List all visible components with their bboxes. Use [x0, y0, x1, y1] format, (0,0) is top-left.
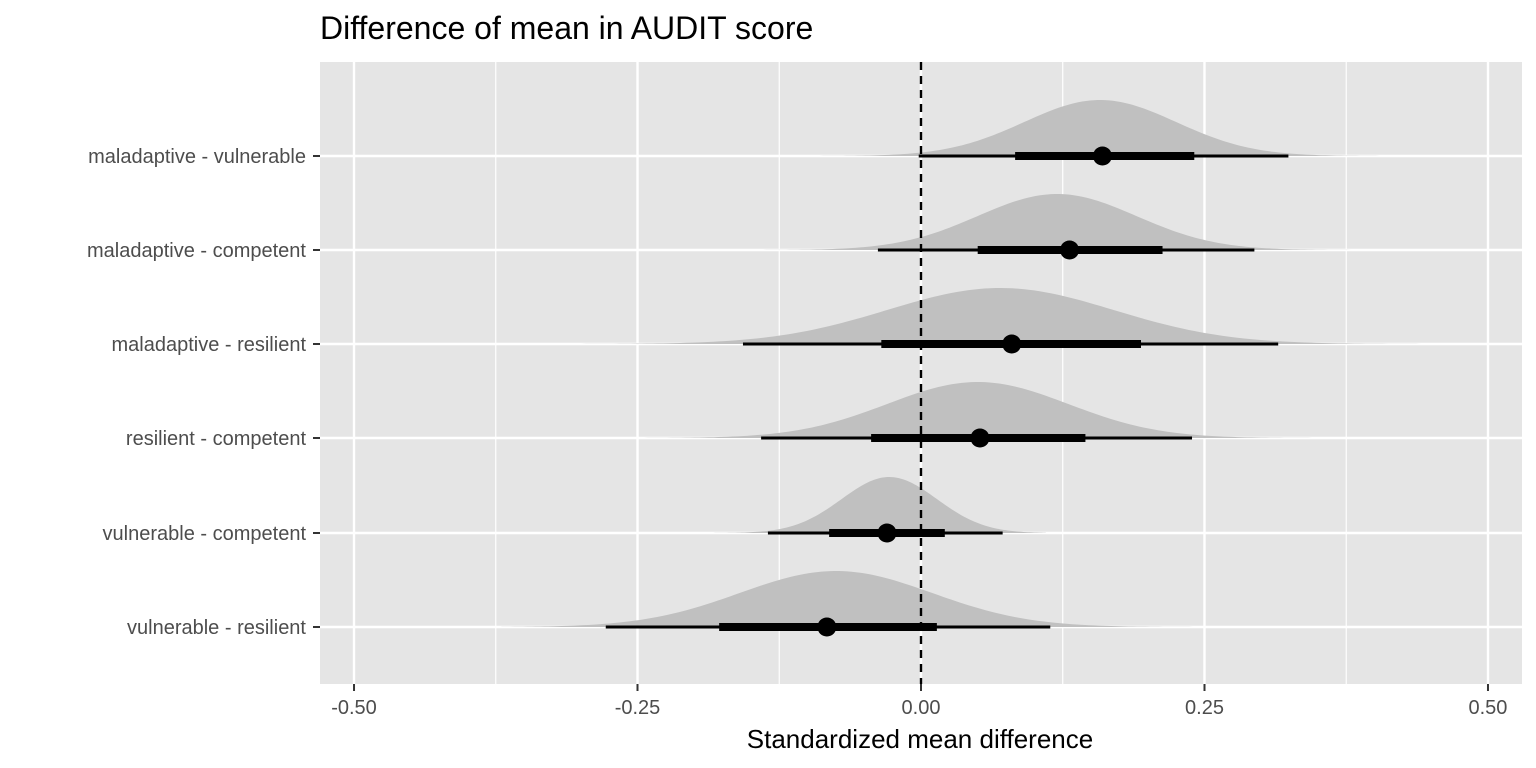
x-tick-label: -0.50 — [331, 697, 377, 719]
point-estimate — [1002, 334, 1022, 354]
x-tick-label: -0.25 — [615, 697, 661, 719]
point-estimate — [970, 428, 990, 448]
point-estimate — [1092, 146, 1112, 166]
y-tick-label: vulnerable - resilient — [127, 617, 306, 639]
density-shape — [796, 100, 1415, 156]
density-layer — [501, 100, 1466, 627]
density-shape — [750, 194, 1375, 250]
y-tick-label: vulnerable - competent — [103, 523, 307, 545]
y-tick-label: resilient - competent — [126, 428, 307, 450]
interval-layer — [605, 146, 1289, 637]
x-tick-label: 0.00 — [902, 697, 941, 719]
x-tick-label: 0.50 — [1469, 697, 1508, 719]
y-axis-ticks: maladaptive - vulnerable maladaptive - co… — [87, 146, 320, 639]
point-estimate — [1060, 240, 1080, 260]
density-shape — [688, 477, 1046, 533]
x-axis-title: Standardized mean difference — [747, 724, 1093, 754]
minor-gridlines — [495, 62, 1347, 684]
x-tick-label: 0.25 — [1185, 697, 1224, 719]
point-estimate — [877, 523, 897, 543]
y-tick-label: maladaptive - competent — [87, 240, 306, 262]
x-axis-ticks: -0.50 -0.25 0.00 0.25 0.50 — [331, 684, 1507, 719]
chart-title: Difference of mean in AUDIT score — [320, 10, 813, 46]
density-shape — [580, 288, 1466, 344]
y-tick-label: maladaptive - resilient — [111, 334, 306, 356]
y-tick-label: maladaptive - vulnerable — [88, 146, 306, 168]
point-estimate — [817, 617, 837, 637]
density-shape — [501, 571, 1194, 627]
density-shape — [592, 382, 1341, 438]
